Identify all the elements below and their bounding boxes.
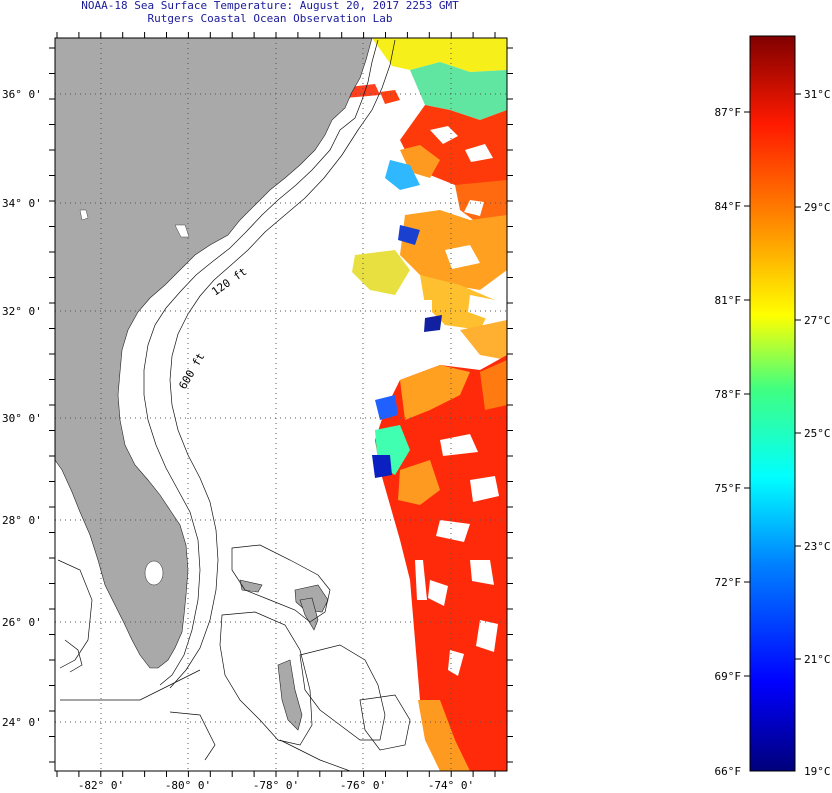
lon-labels: -82° 0' -80° 0' -78° 0' -76° 0' -74° 0' (78, 779, 474, 792)
map-subtitle: Rutgers Coastal Ocean Observation Lab (147, 12, 393, 25)
lon-label: -80° 0' (165, 779, 211, 792)
colorbar-f-label: 84°F (715, 200, 742, 213)
lat-label: 30° 0' (2, 412, 42, 425)
colorbar-f-label: 78°F (715, 388, 742, 401)
lat-label: 32° 0' (2, 305, 42, 318)
lon-label: -74° 0' (428, 779, 474, 792)
colorbar-c-label: 27°C (804, 314, 831, 327)
colorbar-c-label: 29°C (804, 201, 831, 214)
land-us (55, 38, 373, 669)
cloud-mask (415, 126, 499, 676)
lat-labels: 36° 0' 34° 0' 32° 0' 30° 0' 28° 0' 26° 0… (2, 88, 42, 729)
lat-label: 34° 0' (2, 197, 42, 210)
lon-label: -82° 0' (78, 779, 124, 792)
colorbar-c-label: 25°C (804, 427, 831, 440)
lat-label: 36° 0' (2, 88, 42, 101)
colorbar-c-label: 31°C (804, 88, 831, 101)
land-bahamas (239, 579, 329, 731)
colorbar-ticks (744, 93, 801, 677)
lon-label: -78° 0' (253, 779, 299, 792)
colorbar-f-labels: 87°F 84°F 81°F 78°F 75°F 72°F 69°F 66°F (715, 106, 742, 778)
colorbar-f-label: 81°F (715, 294, 742, 307)
colorbar-c-label: 21°C (804, 653, 831, 666)
lat-label: 24° 0' (2, 716, 42, 729)
colorbar-f-label: 72°F (715, 576, 742, 589)
lat-label: 28° 0' (2, 514, 42, 527)
depth-contours (57, 39, 411, 771)
colorbar-c-label: 23°C (804, 540, 831, 553)
colorbar-f-label: 69°F (715, 670, 742, 683)
colorbar-f-label: 87°F (715, 106, 742, 119)
colorbar (749, 35, 796, 772)
colorbar-f-label: 75°F (715, 482, 742, 495)
map-title: NOAA-18 Sea Surface Temperature: August … (81, 0, 459, 12)
lon-label: -76° 0' (340, 779, 386, 792)
lat-label: 26° 0' (2, 616, 42, 629)
frame-ticks (49, 32, 513, 777)
colorbar-c-labels: 31°C 29°C 27°C 25°C 23°C 21°C 19°C (804, 88, 831, 778)
colorbar-f-label: 66°F (715, 765, 742, 778)
colorbar-c-label: 19°C (804, 765, 831, 778)
map-grid (55, 38, 507, 771)
